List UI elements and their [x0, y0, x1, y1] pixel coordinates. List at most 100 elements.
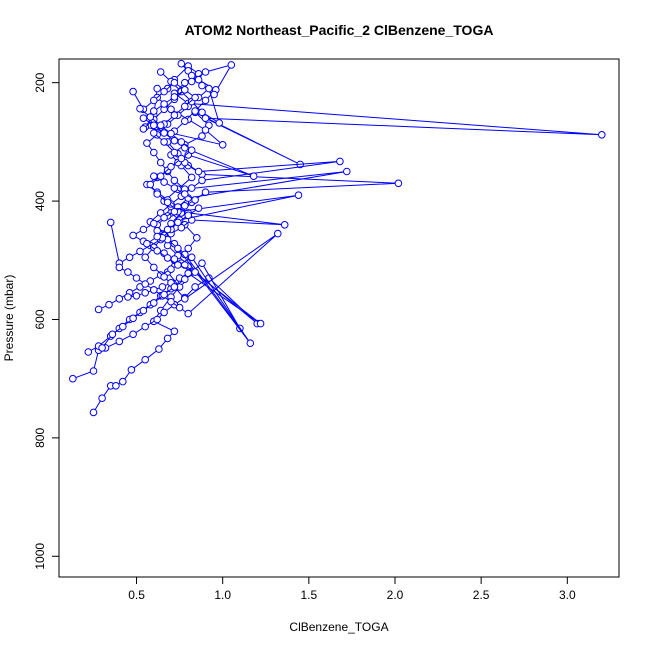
data-point: [153, 315, 161, 324]
data-point: [150, 172, 158, 180]
data-point: [155, 345, 163, 353]
data-point: [170, 93, 179, 101]
data-point: [136, 247, 144, 256]
data-point: [98, 344, 106, 352]
data-point: [170, 283, 179, 291]
data-point: [150, 96, 158, 105]
data-point: [129, 330, 137, 339]
data-point: [150, 148, 158, 157]
data-point: [256, 319, 265, 328]
data-point: [105, 300, 113, 309]
data-point: [181, 190, 189, 198]
data-point: [115, 295, 124, 303]
data-point: [160, 308, 168, 317]
data-point: [115, 337, 124, 346]
data-point: [274, 229, 282, 238]
data-point: [143, 139, 151, 147]
data-point: [106, 218, 115, 227]
data-point: [170, 184, 179, 192]
data-point: [141, 322, 149, 331]
data-point: [294, 191, 303, 199]
data-point: [170, 78, 179, 87]
data-point: [184, 244, 192, 253]
data-point: [139, 225, 148, 234]
data-point: [160, 100, 168, 108]
x-tick-label: 2.0: [387, 588, 404, 602]
y-tick-label: 200: [33, 72, 47, 92]
data-point: [181, 117, 189, 125]
data-point: [153, 190, 161, 198]
x-tick-label: 3.0: [559, 588, 576, 602]
data-point: [153, 232, 161, 241]
data-point: [139, 114, 148, 122]
data-point: [174, 261, 182, 269]
data-point: [156, 158, 165, 167]
data-point: [201, 96, 210, 105]
data-point: [394, 179, 403, 188]
x-axis-label: ClBenzene_TOGA: [289, 620, 388, 634]
data-point: [181, 275, 189, 284]
data-point: [84, 348, 93, 356]
plot-area: [69, 59, 606, 417]
data-point: [343, 167, 351, 176]
data-point: [181, 86, 189, 94]
data-point: [191, 93, 199, 102]
data-point: [163, 198, 172, 207]
data-point: [184, 309, 192, 318]
data-point: [129, 314, 137, 323]
data-point: [156, 68, 165, 76]
data-point: [163, 225, 172, 234]
data-point: [201, 68, 210, 76]
data-point: [150, 121, 158, 130]
data-point: [89, 367, 98, 375]
data-point: [598, 131, 606, 139]
y-tick-label: 1000: [33, 543, 47, 570]
data-point: [187, 184, 196, 192]
data-point: [153, 247, 161, 255]
data-point: [141, 280, 149, 288]
y-tick-label: 800: [33, 428, 47, 448]
data-point: [98, 394, 106, 403]
data-point: [191, 268, 199, 276]
data-point: [177, 59, 186, 68]
data-point: [108, 330, 117, 339]
data-point: [163, 334, 172, 343]
data-point: [191, 196, 199, 204]
data-point: [187, 77, 196, 86]
data-point: [89, 408, 98, 417]
data-point: [119, 322, 127, 331]
data-point: [177, 154, 186, 163]
data-point: [158, 283, 167, 291]
y-axis-label: Pressure (mbar): [2, 275, 16, 362]
data-point: [181, 295, 189, 303]
data-point: [150, 263, 158, 272]
data-point: [150, 299, 158, 307]
data-point: [227, 61, 236, 69]
data-point: [170, 176, 179, 185]
data-point: [215, 119, 223, 127]
data-point: [94, 305, 103, 314]
data-point: [198, 259, 206, 268]
y-tick-label: 600: [33, 309, 47, 329]
data-point: [143, 239, 151, 248]
data-point: [150, 129, 158, 137]
data-point: [177, 138, 186, 146]
data-point: [136, 104, 144, 113]
data-point: [150, 286, 158, 294]
data-point: [146, 113, 155, 121]
data-point: [191, 107, 199, 115]
data-point: [139, 306, 148, 315]
data-point: [181, 102, 189, 111]
data-point: [177, 223, 186, 232]
data-point: [141, 289, 149, 297]
data-point: [193, 234, 201, 242]
data-point: [156, 121, 165, 130]
data-point: [201, 126, 210, 134]
data-point: [124, 268, 132, 276]
data-point: [129, 87, 137, 96]
x-tick-label: 0.5: [128, 588, 145, 602]
data-point: [198, 132, 206, 140]
data-point: [181, 78, 189, 87]
data-point: [170, 207, 179, 216]
